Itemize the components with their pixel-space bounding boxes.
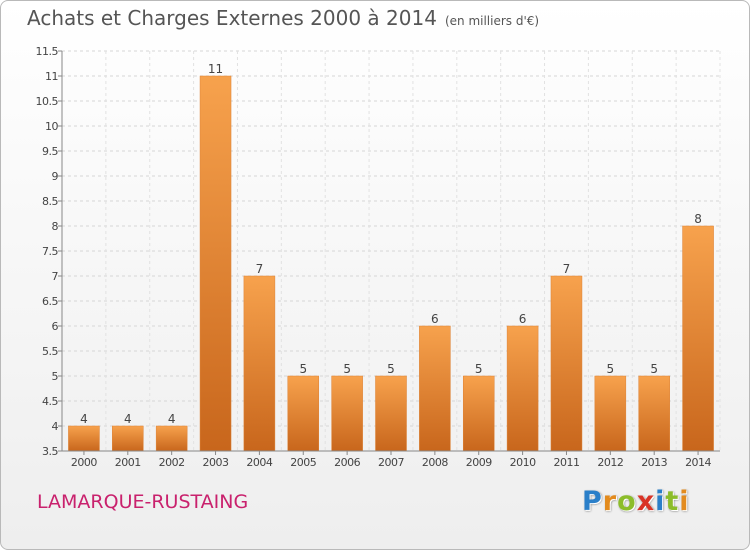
x-tick-label: 2007 xyxy=(378,456,404,469)
bar xyxy=(155,425,188,452)
bar xyxy=(550,275,583,452)
x-tick-label: 2011 xyxy=(553,456,579,469)
y-tick-label: 9 xyxy=(52,170,59,183)
x-tick-label: 2013 xyxy=(641,456,667,469)
x-tick-label: 2001 xyxy=(115,456,141,469)
y-tick-label: 4.5 xyxy=(42,395,58,408)
bar-value-label: 6 xyxy=(519,312,527,326)
y-tick-label: 6 xyxy=(52,320,59,333)
bar xyxy=(594,375,627,452)
chart-title: Achats et Charges Externes 2000 à 2014 (e… xyxy=(27,6,539,30)
y-tick-label: 6.5 xyxy=(42,295,58,308)
logo-letter: x xyxy=(636,486,656,517)
commune-name: LAMARQUE-RUSTAING xyxy=(37,491,249,513)
bar-value-label: 5 xyxy=(607,362,615,376)
y-tick-label: 8.5 xyxy=(42,195,58,208)
y-tick-label: 3.5 xyxy=(42,445,58,458)
bar-value-label: 5 xyxy=(650,362,658,376)
chart-title-text: Achats et Charges Externes 2000 à 2014 xyxy=(27,6,437,30)
x-tick-label: 2005 xyxy=(290,456,316,469)
logo-letter: i xyxy=(655,486,666,517)
y-tick-label: 11 xyxy=(45,70,58,83)
y-tick-label: 9.5 xyxy=(42,145,58,158)
bars xyxy=(68,75,714,452)
bar-value-label: 7 xyxy=(256,262,264,276)
bar xyxy=(419,325,451,452)
logo-letter: r xyxy=(602,486,618,517)
bar xyxy=(638,375,670,452)
bar-value-label: 4 xyxy=(168,412,176,426)
labels: 3.5 4 4.5 5 5.5 6 6.5 7 7.5 8 8.5 9 9.5 10 10.5 11 11.5 4… xyxy=(36,45,713,469)
chart-title-unit: (en milliers d'€) xyxy=(444,14,540,28)
x-tick-label: 2000 xyxy=(71,456,97,469)
bar xyxy=(287,375,320,452)
x-tick-label: 2003 xyxy=(203,456,229,469)
y-tick-label: 8 xyxy=(52,220,59,233)
y-tick-label: 11.5 xyxy=(36,45,59,58)
y-tick-label: 10.5 xyxy=(36,95,59,108)
bar xyxy=(112,425,144,452)
bar xyxy=(243,275,276,452)
bar-value-label: 4 xyxy=(80,412,88,426)
x-tick-label: 2009 xyxy=(466,456,492,469)
bar xyxy=(68,425,100,452)
bar xyxy=(331,375,363,452)
x-tick-label: 2014 xyxy=(685,456,711,469)
x-tick-label: 2012 xyxy=(597,456,623,469)
bar xyxy=(375,375,407,452)
proxiti-logo: Proxiti xyxy=(582,486,690,517)
bar-value-label: 7 xyxy=(563,262,571,276)
y-tick-label: 10 xyxy=(45,120,58,133)
bar-value-label: 5 xyxy=(343,362,351,376)
logo-letter: P xyxy=(582,486,603,517)
bar-value-label: 5 xyxy=(475,362,483,376)
y-tick-label: 5 xyxy=(52,370,59,383)
x-tick-label: 2002 xyxy=(159,456,185,469)
axes xyxy=(58,50,720,455)
logo-letter: t xyxy=(665,486,680,517)
y-tick-label: 4 xyxy=(52,420,59,433)
x-tick-label: 2008 xyxy=(422,456,448,469)
bar-value-label: 6 xyxy=(431,312,439,326)
bar xyxy=(462,375,495,452)
bar-value-label: 4 xyxy=(124,412,132,426)
x-tick-label: 2010 xyxy=(510,456,536,469)
x-tick-label: 2004 xyxy=(246,456,272,469)
x-tick-label: 2006 xyxy=(334,456,360,469)
bar-value-label: 5 xyxy=(299,362,307,376)
bar xyxy=(682,225,714,452)
logo-letter: i xyxy=(679,486,690,517)
bar xyxy=(506,325,539,452)
logo-letter: o xyxy=(617,486,637,517)
bar-value-label: 11 xyxy=(208,62,223,76)
y-tick-label: 7 xyxy=(52,270,59,283)
bar-value-label: 5 xyxy=(387,362,395,376)
bar-value-label: 8 xyxy=(694,212,702,226)
bar xyxy=(199,75,232,452)
y-tick-label: 7.5 xyxy=(42,245,58,258)
y-tick-label: 5.5 xyxy=(42,345,58,358)
